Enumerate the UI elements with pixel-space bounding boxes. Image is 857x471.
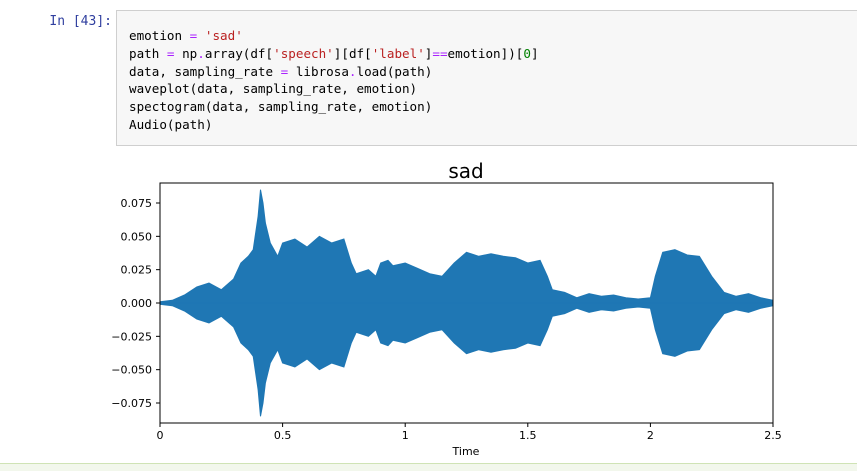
cell-output: sad 0 0.5 1 1.5 2 2.5 0.075 0.050 0.025 0.000 −0.0… bbox=[0, 150, 857, 460]
next-cell-edge bbox=[0, 463, 857, 471]
waveform-chart: sad 0 0.5 1 1.5 2 2.5 0.075 0.050 0.025 0.000 −0.0… bbox=[111, 159, 782, 458]
code-cell[interactable]: emotion = 'sad' path = np.array(df['spee… bbox=[116, 10, 857, 146]
x-tick-label: 2.5 bbox=[764, 429, 782, 442]
y-tick-label: −0.075 bbox=[111, 397, 152, 410]
chart-title: sad bbox=[448, 159, 483, 183]
y-tick-label: 0.050 bbox=[121, 230, 153, 243]
x-tick-label: 0.5 bbox=[274, 429, 292, 442]
code-line-4: waveplot(data, sampling_rate, emotion) bbox=[129, 81, 418, 97]
code-editor[interactable]: emotion = 'sad' path = np.array(df['spee… bbox=[129, 27, 539, 134]
y-tick-label: 0.025 bbox=[121, 264, 153, 277]
y-tick-label: −0.050 bbox=[111, 364, 152, 377]
x-tick-label: 0 bbox=[157, 429, 164, 442]
input-prompt: In [43]: bbox=[49, 14, 112, 29]
code-line-3: data, sampling_rate = librosa.load(path) bbox=[129, 63, 433, 79]
x-tick-label: 1.5 bbox=[519, 429, 537, 442]
x-tick-label: 2 bbox=[647, 429, 654, 442]
x-tick-label: 1 bbox=[402, 429, 409, 442]
code-line-6: Audio(path) bbox=[129, 116, 213, 132]
code-line-1: emotion = 'sad' bbox=[129, 28, 243, 43]
code-line-5: spectogram(data, sampling_rate, emotion) bbox=[129, 99, 433, 115]
y-tick-label: −0.025 bbox=[111, 330, 152, 343]
y-tick-label: 0.075 bbox=[121, 197, 153, 210]
y-tick-label: 0.000 bbox=[121, 297, 153, 310]
code-line-2: path = np.array(df['speech'][df['label']… bbox=[129, 45, 539, 61]
x-axis-label: Time bbox=[452, 445, 480, 458]
